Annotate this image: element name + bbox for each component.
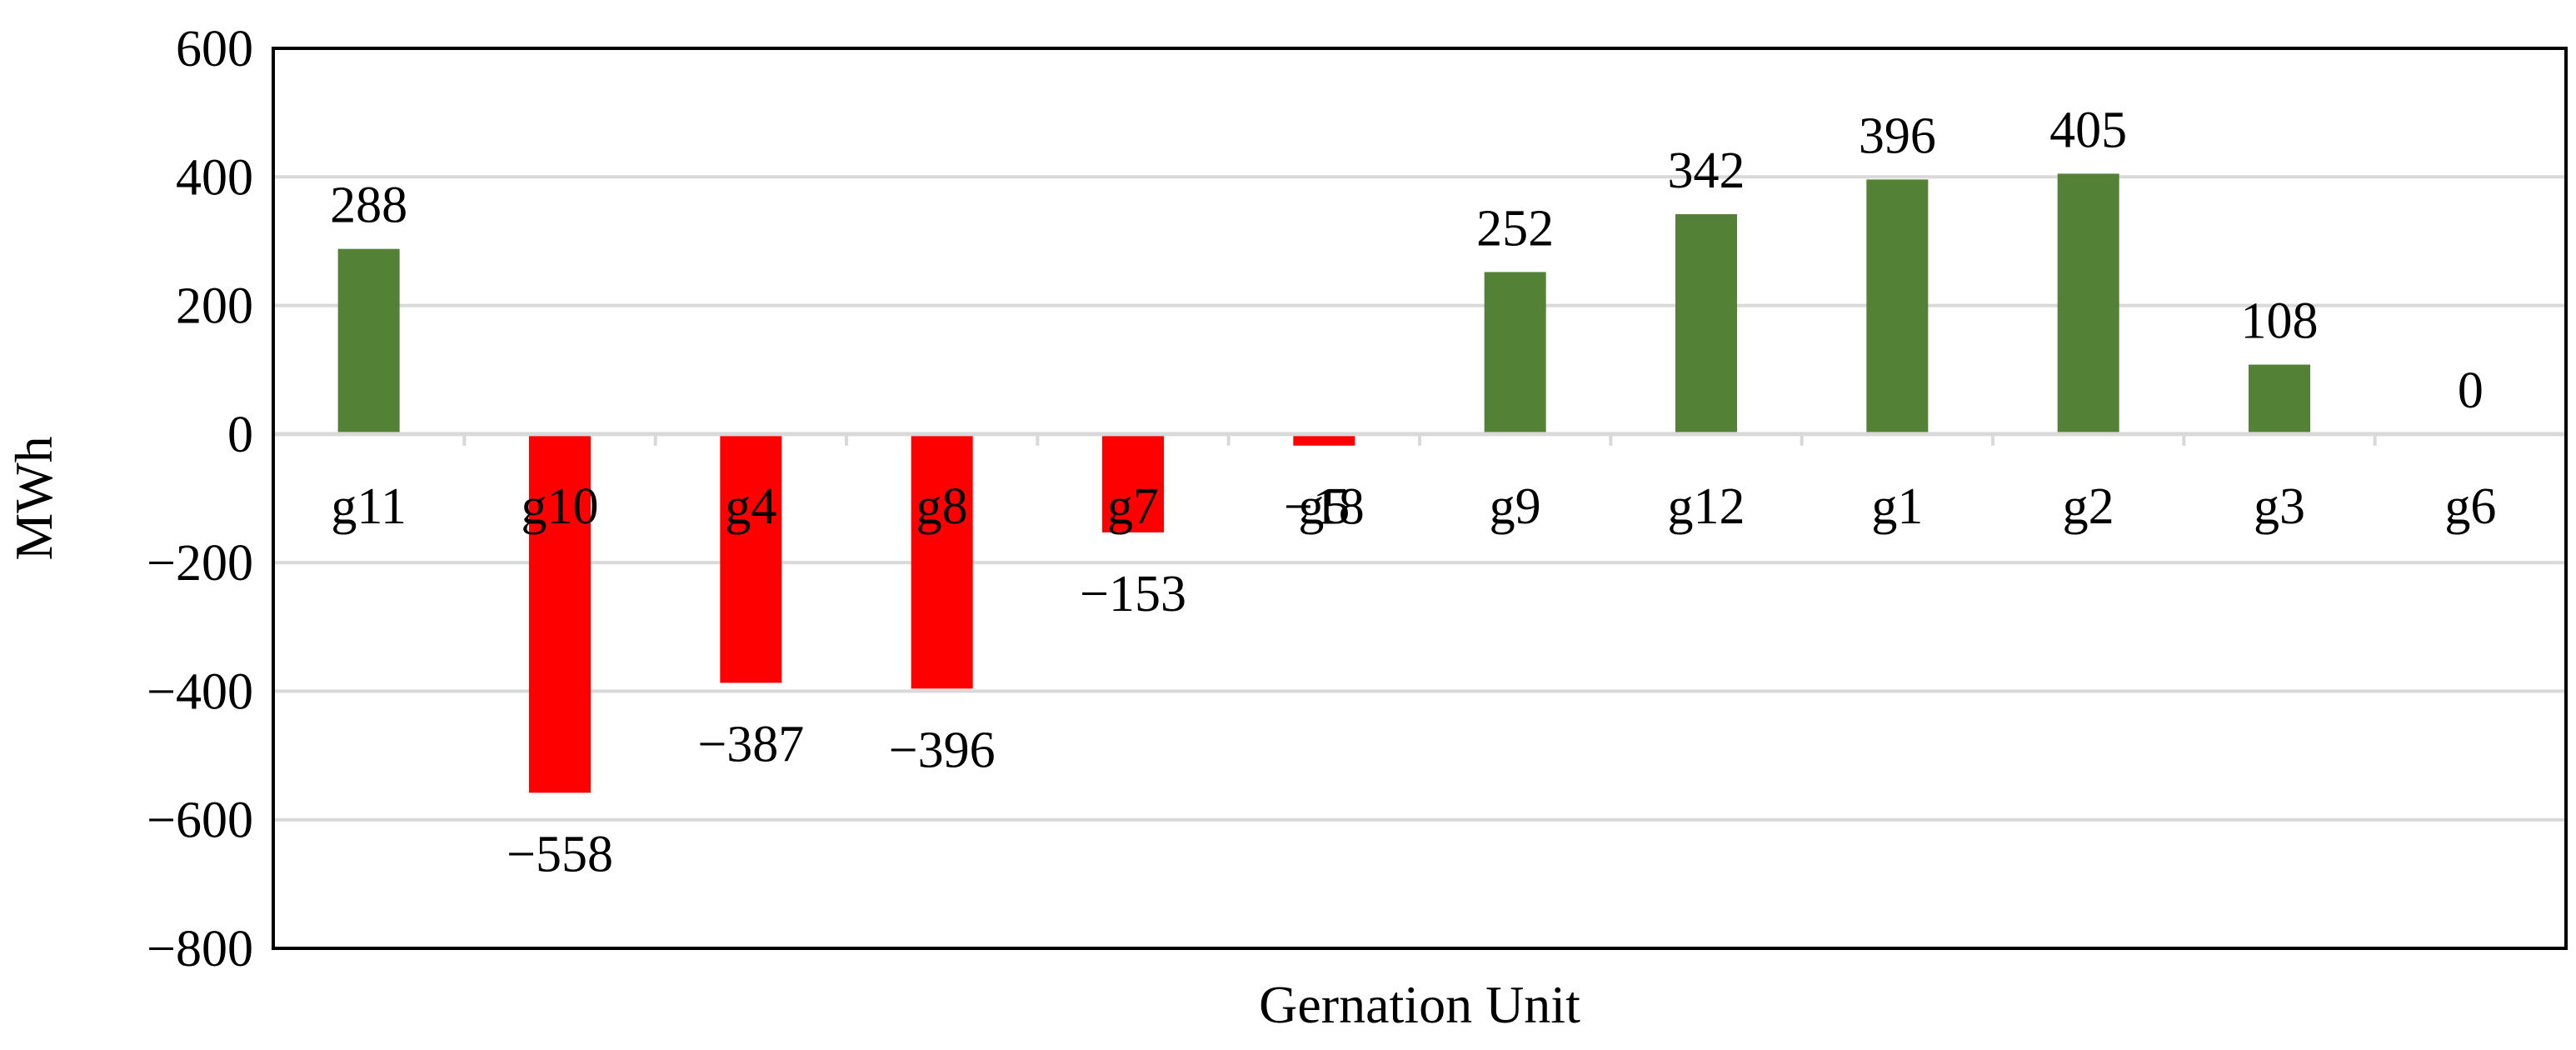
y-tick-label: 600 xyxy=(176,21,253,78)
y-tick-label: −600 xyxy=(147,792,253,849)
data-label: 396 xyxy=(1859,108,1936,164)
data-label: −387 xyxy=(697,716,804,772)
data-labels: 288 −558 −387 −396 −153 −18 252 342 396 405 108 0 xyxy=(330,102,2484,882)
bar xyxy=(1293,433,1355,446)
y-axis-title: MWh xyxy=(4,436,63,560)
bar xyxy=(1484,272,1546,434)
plot-area-border xyxy=(272,47,2568,950)
y-tick-label: 0 xyxy=(227,407,253,463)
category-labels: g11 g10 g4 g8 g7 g5 g9 g12 g1 g2 g3 g6 xyxy=(331,478,2496,535)
data-label: −396 xyxy=(889,722,996,778)
data-label: −18 xyxy=(1284,479,1365,536)
category-label: g1 xyxy=(1871,478,1923,535)
bar xyxy=(1102,433,1164,532)
zero-axis xyxy=(272,432,2568,446)
category-label: g9 xyxy=(1490,478,1541,535)
category-label: g3 xyxy=(2254,478,2305,535)
bar xyxy=(911,433,973,689)
x-axis-title: Gernation Unit xyxy=(1259,975,1580,1034)
data-label: 0 xyxy=(2458,362,2484,419)
data-label: 342 xyxy=(1668,142,1745,199)
y-tick-labels: 600 400 200 0 −200 −400 −600 −800 xyxy=(147,21,253,978)
category-label: g6 xyxy=(2444,478,2496,535)
category-label: g4 xyxy=(725,478,776,535)
category-label: g11 xyxy=(331,478,407,535)
bar xyxy=(1675,214,1737,434)
bar xyxy=(529,433,591,793)
bar xyxy=(2249,364,2310,434)
data-label: 288 xyxy=(330,178,407,234)
bars xyxy=(337,173,2310,793)
category-label: g2 xyxy=(2063,478,2114,535)
bar xyxy=(337,248,400,434)
category-label: g10 xyxy=(522,478,599,535)
category-label: g5 xyxy=(1298,478,1350,535)
data-label: 108 xyxy=(2241,293,2319,350)
data-label: 405 xyxy=(2049,102,2127,158)
y-tick-label: 400 xyxy=(176,149,253,206)
data-label: −153 xyxy=(1080,566,1186,622)
category-label: g12 xyxy=(1668,478,1745,535)
data-label: −558 xyxy=(507,826,613,882)
y-tick-label: −800 xyxy=(147,921,253,978)
category-label: g7 xyxy=(1107,478,1159,535)
y-tick-label: −200 xyxy=(147,535,253,592)
bar xyxy=(2057,173,2119,434)
y-tick-label: −400 xyxy=(147,663,253,720)
gridlines xyxy=(273,175,2566,822)
bar xyxy=(720,433,782,683)
category-label: g8 xyxy=(916,478,968,535)
data-label: 252 xyxy=(1476,200,1554,257)
bar xyxy=(1866,179,1929,434)
y-tick-label: 200 xyxy=(176,278,253,335)
